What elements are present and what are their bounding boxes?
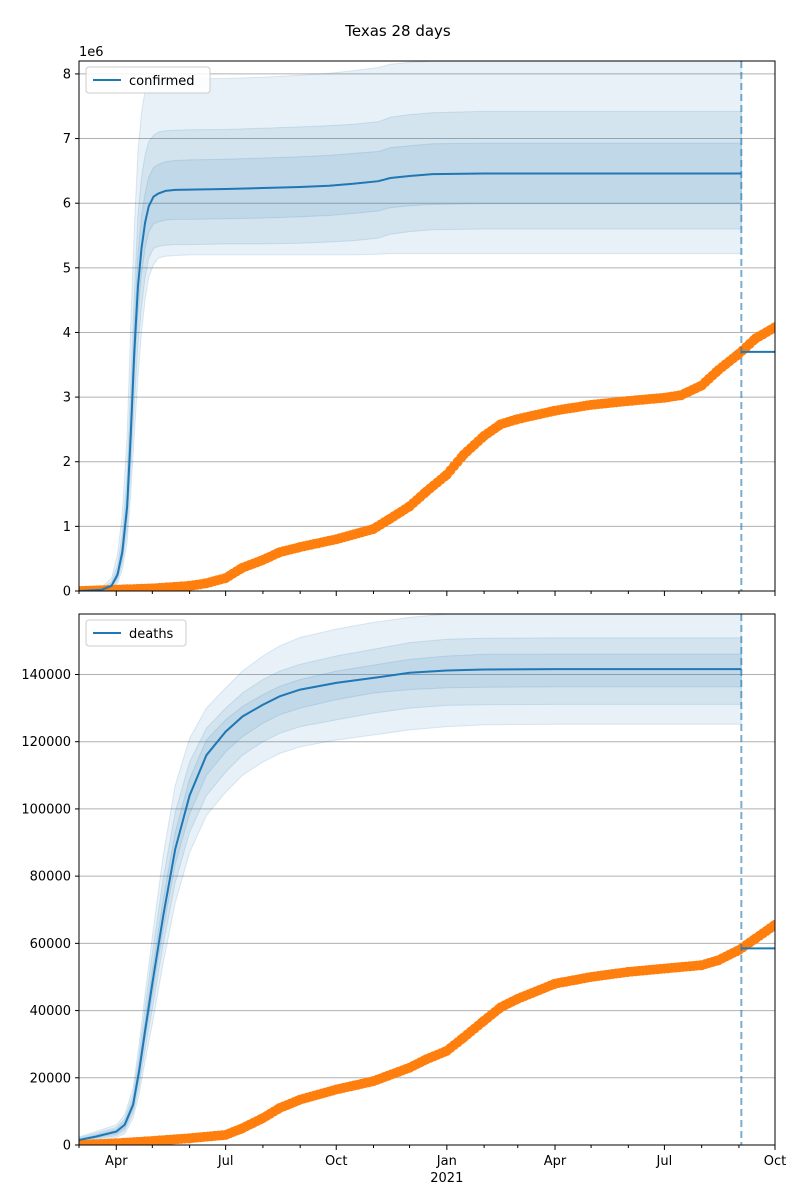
y-tick-label: 140000 (21, 668, 71, 683)
y-tick-label: 1 (63, 520, 71, 535)
y-tick-label: 2 (63, 455, 71, 470)
x-tick-label: Apr (544, 1154, 567, 1169)
observed-point (770, 322, 775, 333)
plot-area (79, 614, 775, 1145)
uncertainty-band (79, 61, 742, 591)
x-tick-label: Oct (325, 1154, 347, 1169)
x-year-label: 2021 (430, 1171, 463, 1186)
y-tick-label: 5 (63, 261, 71, 276)
legend: deaths (85, 619, 187, 647)
axes-frame (78, 613, 776, 1146)
y-tick-label: 7 (63, 132, 71, 147)
deaths-panel: 0 20000 40000 60000 80000 100000 120000 140000 d… (21, 613, 776, 1154)
x-tick-label: Jan (436, 1154, 457, 1169)
plot-area (79, 61, 775, 591)
legend-box (85, 619, 187, 647)
legend-box (85, 66, 211, 94)
model-line (79, 172, 742, 591)
y-tick-label: 20000 (30, 1071, 71, 1086)
x-tick-label: Jul (656, 1154, 673, 1169)
chart-title: Texas 28 days (344, 22, 451, 40)
legend-label: confirmed (129, 74, 195, 89)
y-tick-label: 80000 (30, 870, 71, 885)
y-tick-label: 8 (63, 67, 71, 82)
legend: confirmed (85, 66, 211, 94)
y-tick-label: 0 (63, 585, 71, 600)
y-tick-label: 40000 (30, 1004, 71, 1019)
x-tick-label: Jul (217, 1154, 234, 1169)
y-tick-label: 0 (63, 1139, 71, 1154)
y-tick-label: 6 (63, 197, 71, 212)
y-tick-label: 100000 (21, 802, 71, 817)
y-offset-label: 1e6 (79, 45, 104, 60)
y-tick-label: 3 (63, 391, 71, 406)
model-line (79, 668, 742, 1141)
shared-x-axis: Apr Jul Oct Jan Apr Jul Oct 2021 (105, 1154, 786, 1186)
y-tick-label: 60000 (30, 937, 71, 952)
confirmed-panel: 0 1 2 3 4 5 6 7 8 1e6 confirmed (63, 45, 776, 600)
axes-frame (78, 60, 776, 592)
x-tick-label: Apr (105, 1154, 128, 1169)
observed-point (770, 919, 775, 930)
x-tick-label: Oct (764, 1154, 786, 1169)
uncertainty-band (79, 110, 742, 591)
y-tick-label: 120000 (21, 735, 71, 750)
y-tick-label: 4 (63, 326, 71, 341)
legend-label: deaths (129, 627, 174, 642)
